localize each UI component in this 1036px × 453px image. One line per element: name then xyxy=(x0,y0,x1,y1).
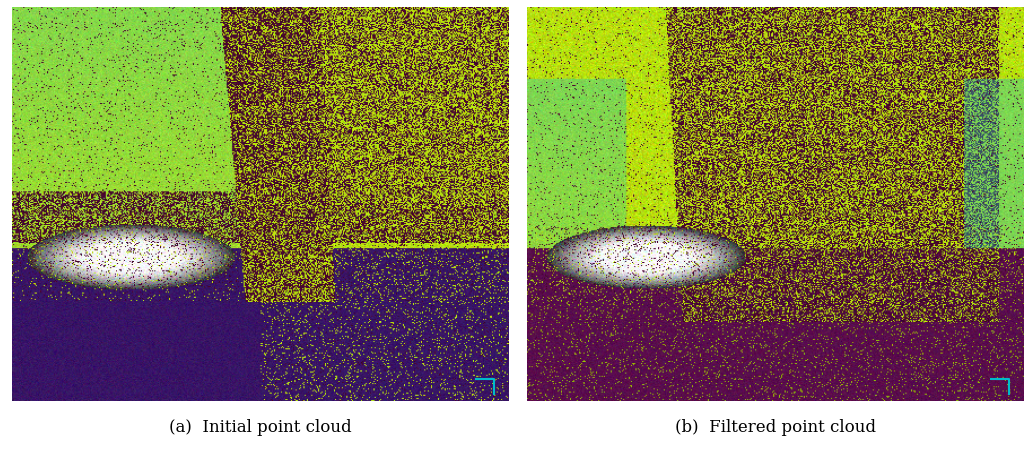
Text: (b)  Filtered point cloud: (b) Filtered point cloud xyxy=(674,419,876,436)
Text: (a)  Initial point cloud: (a) Initial point cloud xyxy=(169,419,352,436)
